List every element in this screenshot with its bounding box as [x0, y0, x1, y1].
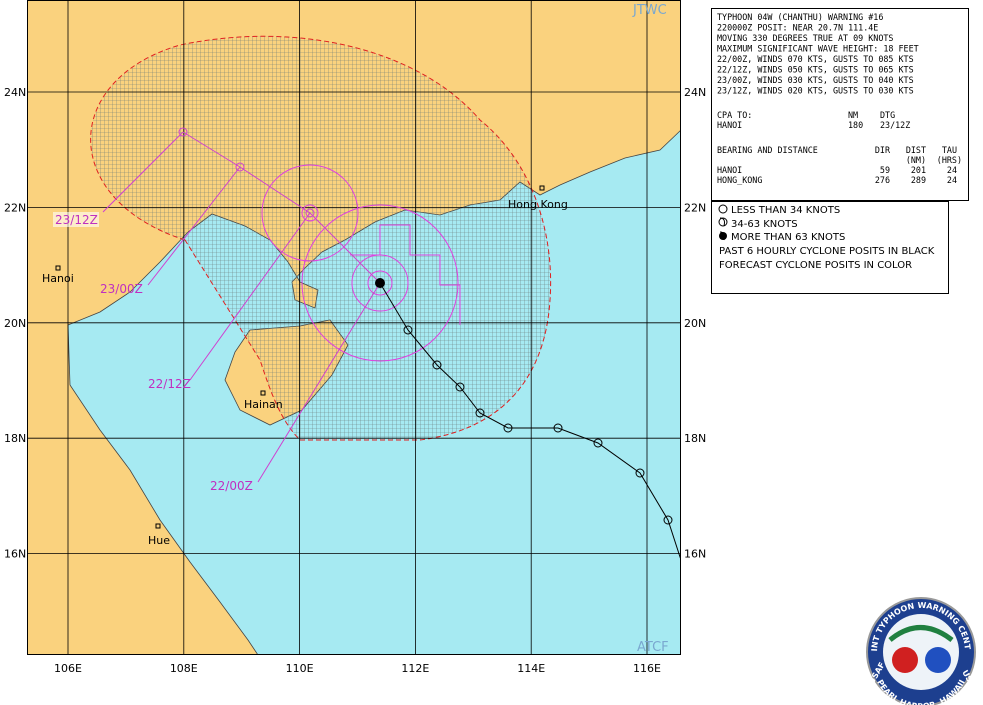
lon-label: 112E	[401, 662, 429, 675]
cpa-header: DTG	[880, 110, 895, 120]
cpa-cell: HANOI	[717, 120, 742, 130]
city-label: Hainan	[244, 398, 283, 411]
city-markers	[55, 185, 545, 529]
warning-line: 220000Z POSIT: NEAR 20.7N 111.4E	[717, 23, 878, 33]
lat-label: 20N	[4, 317, 26, 330]
city-label: Hong Kong	[508, 198, 568, 211]
warning-line: TYPHOON 04W (CHANTHU) WARNING #16	[717, 12, 883, 22]
lat-label: 24N	[684, 86, 706, 99]
legend-item: PAST 6 HOURLY CYCLONE POSITS IN BLACK	[719, 246, 935, 257]
warning-line: 22/00Z, WINDS 070 KTS, GUSTS TO 085 KTS	[717, 54, 914, 64]
map-area: Hanoi Hong Kong Hainan Hue 23/12Z 23/00Z…	[27, 0, 681, 655]
warning-line: MAXIMUM SIGNIFICANT WAVE HEIGHT: 18 FEET	[717, 44, 919, 54]
forecast-label: 22/12Z	[148, 377, 191, 391]
lon-label: 110E	[286, 662, 314, 675]
lon-label: 108E	[170, 662, 198, 675]
bearing-cell: 24	[947, 165, 957, 175]
forecast-label: 23/12Z	[55, 213, 98, 227]
lon-label: 106E	[54, 662, 82, 675]
legend-item: MORE THAN 63 KNOTS	[731, 232, 845, 243]
bearing-cell: 201	[911, 165, 926, 175]
forecast-track	[182, 131, 381, 284]
warning-line: MOVING 330 DEGREES TRUE AT 09 KNOTS	[717, 33, 893, 43]
legend-symbols	[718, 204, 728, 241]
bearing-cell: 24	[947, 175, 957, 185]
source-mark: JTWC	[632, 3, 667, 18]
warning-line: 22/12Z, WINDS 050 KTS, GUSTS TO 065 KTS	[717, 65, 914, 75]
bearing-cell: 59	[880, 165, 890, 175]
lat-label: 24N	[4, 86, 26, 99]
city-label: Hanoi	[42, 272, 74, 285]
lat-label: 16N	[684, 548, 706, 561]
legend-item: LESS THAN 34 KNOTS	[731, 205, 840, 216]
bearing-cell: 289	[911, 175, 926, 185]
lat-label: 16N	[4, 548, 26, 561]
warning-line: 23/00Z, WINDS 030 KTS, GUSTS TO 040 KTS	[717, 75, 914, 85]
legend-item: 34-63 KNOTS	[731, 219, 798, 230]
lat-label: 18N	[4, 432, 26, 445]
bearing-cell: HONG_KONG	[717, 175, 762, 185]
bearing-header: DIST	[906, 145, 926, 155]
cpa-cell: 180	[848, 120, 863, 130]
cpa-header: NM	[848, 110, 858, 120]
legend-item: FORECAST CYCLONE POSITS IN COLOR	[719, 260, 912, 271]
cpa-header: CPA TO:	[717, 110, 752, 120]
past-track	[379, 282, 681, 561]
label-leaders	[102, 131, 381, 483]
warning-text: TYPHOON 04W (CHANTHU) WARNING #16220000Z…	[717, 12, 962, 185]
lat-label: 18N	[684, 432, 706, 445]
bearing-cell: HANOI	[717, 165, 742, 175]
forecast-label: 22/00Z	[210, 479, 253, 493]
city-label: Hue	[148, 534, 170, 547]
lon-label: 116E	[633, 662, 661, 675]
warning-box	[711, 8, 969, 201]
bearing-header: DIR	[875, 145, 891, 155]
lat-label: 22N	[684, 201, 706, 214]
lat-label: 20N	[684, 317, 706, 330]
danger-area	[90, 35, 552, 441]
legend-box	[711, 201, 949, 294]
wind-radii	[261, 164, 461, 362]
bearing-cell: 276	[875, 175, 890, 185]
axis-labels: 24N 24N 22N 22N 20N 20N 18N 18N 16N 16N 106E 108E 11…	[4, 86, 706, 675]
bearing-header: TAU	[942, 145, 957, 155]
warning-line: 23/12Z, WINDS 020 KTS, GUSTS TO 030 KTS	[717, 86, 914, 96]
source-mark: ATCF	[637, 640, 669, 655]
bearing-subheader: (NM)	[906, 155, 926, 165]
bearing-subheader: (HRS)	[937, 155, 962, 165]
past-posits	[403, 325, 673, 525]
lat-label: 22N	[4, 201, 26, 214]
forecast-label: 23/00Z	[100, 282, 143, 296]
bearing-header: BEARING AND DISTANCE	[717, 145, 818, 155]
current-posit	[375, 278, 385, 288]
forecast-posits	[178, 127, 315, 218]
cpa-cell: 23/12Z	[880, 120, 910, 130]
lon-label: 114E	[517, 662, 545, 675]
label-bg	[53, 212, 99, 227]
map-frame	[27, 0, 681, 655]
graticule	[27, 0, 681, 655]
